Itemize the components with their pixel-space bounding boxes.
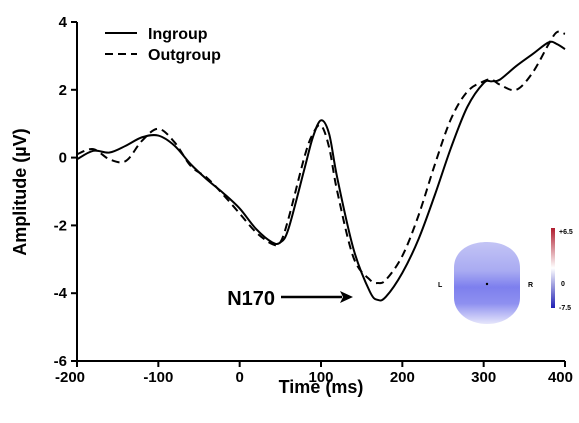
colorbar-zero-label: 0 bbox=[561, 281, 565, 288]
scalp-right-label: R bbox=[528, 282, 533, 289]
n170-arrow-head bbox=[340, 291, 353, 303]
colorbar-min-label: -7.5 bbox=[559, 305, 571, 312]
legend: Ingroup Outgroup bbox=[105, 26, 221, 64]
y-tick-label: -4 bbox=[54, 285, 68, 302]
n170-annotation: N170 bbox=[227, 288, 353, 310]
n170-label: N170 bbox=[227, 288, 275, 310]
x-tick-label: 400 bbox=[548, 369, 573, 386]
series-line-outgroup bbox=[76, 30, 566, 285]
legend-ingroup-label: Ingroup bbox=[148, 26, 208, 43]
electrode-dot bbox=[485, 282, 489, 286]
legend-outgroup-label: Outgroup bbox=[148, 47, 221, 64]
x-tick-label: 100 bbox=[308, 369, 333, 386]
x-tick-label: -200 bbox=[55, 369, 85, 386]
series-layer bbox=[76, 30, 566, 302]
y-ticks: -6 -4 -2 0 2 4 bbox=[54, 14, 77, 370]
y-tick-label: -6 bbox=[54, 353, 67, 370]
x-tick-label: 300 bbox=[471, 369, 496, 386]
y-tick-label: 0 bbox=[59, 150, 67, 167]
x-tick-label: 200 bbox=[390, 369, 415, 386]
colorbar bbox=[551, 228, 555, 308]
scalp-left-label: L bbox=[438, 282, 443, 289]
y-tick-label: 2 bbox=[59, 82, 67, 99]
x-ticks: -200 -100 0 100 200 300 400 bbox=[55, 361, 573, 386]
y-axis-title: Amplitude (µV) bbox=[10, 128, 30, 255]
y-tick-label: 4 bbox=[59, 14, 68, 31]
x-tick-label: -100 bbox=[143, 369, 173, 386]
x-axis-title: Time (ms) bbox=[279, 377, 364, 397]
series-line-ingroup bbox=[76, 40, 566, 302]
scalp-topography-inset: L R +6.5 0 -7.5 bbox=[438, 228, 573, 324]
x-tick-label: 0 bbox=[235, 369, 243, 386]
y-tick-label: -2 bbox=[54, 217, 67, 234]
colorbar-max-label: +6.5 bbox=[559, 229, 573, 236]
